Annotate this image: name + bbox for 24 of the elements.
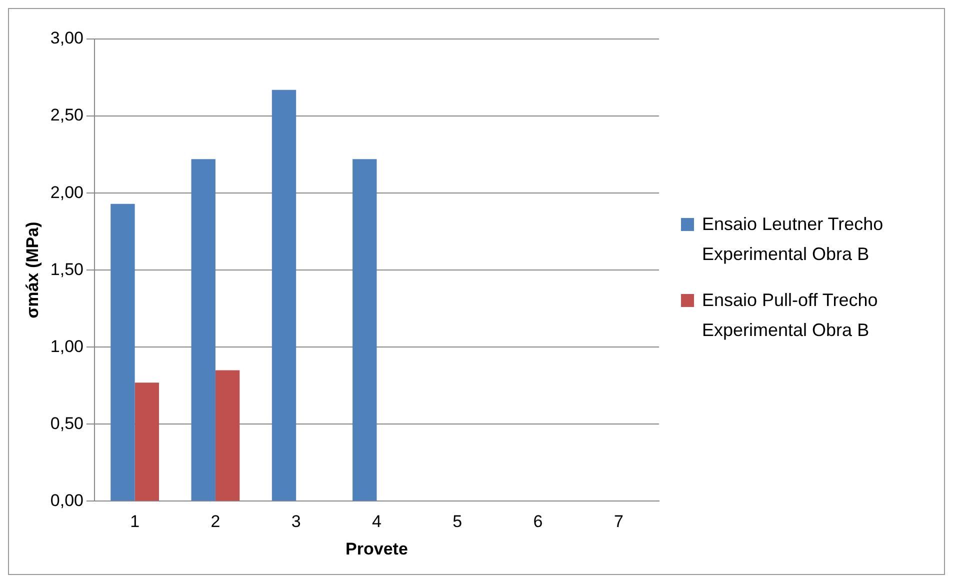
y-tick-label: 3,00	[50, 28, 84, 48]
x-tick-label: 7	[614, 512, 624, 532]
bar	[272, 90, 296, 501]
y-tick-label: 0,50	[50, 414, 84, 433]
x-tick-label: 4	[372, 512, 382, 532]
x-tick-label: 1	[130, 512, 140, 532]
y-tick-label: 2,00	[50, 182, 84, 202]
x-tick-label: 5	[452, 512, 462, 532]
bar	[134, 382, 160, 501]
bar	[215, 370, 240, 501]
bar	[110, 204, 135, 501]
y-axis-title: σmáx (MPa)	[22, 222, 42, 318]
legend-label: Ensaio Leutner Trecho Experimental Obra B	[702, 213, 884, 266]
x-axis-title: Provete	[346, 539, 408, 558]
x-tick-label: 2	[210, 512, 220, 532]
y-tick-label: 1,00	[50, 336, 84, 356]
bar	[352, 159, 377, 501]
y-tick-label: 1,50	[50, 260, 84, 279]
y-tick-label: 2,50	[50, 106, 84, 125]
x-tick-label: 6	[533, 512, 543, 532]
x-tick-label: 3	[291, 512, 301, 532]
bar	[191, 159, 216, 501]
legend-label: Ensaio Pull-off Trecho Experimental Obra B	[702, 289, 879, 342]
y-tick-label: 0,00	[50, 490, 84, 510]
